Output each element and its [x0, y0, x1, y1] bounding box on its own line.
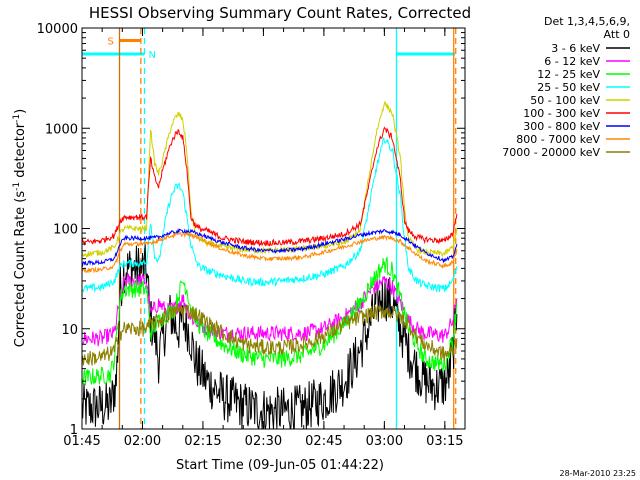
x-tick-label: 02:45	[305, 434, 342, 449]
legend-entry-label: 3 - 6 keV	[551, 42, 600, 55]
y-axis-label-end: )	[13, 109, 28, 114]
chart-title: HESSI Observing Summary Count Rates, Cor…	[89, 4, 471, 22]
y-axis: 1 10 100 1000 10000	[37, 22, 465, 438]
legend-entry-label: 12 - 25 keV	[537, 68, 600, 81]
flag-bar-label: S	[107, 37, 113, 48]
y-axis-label: Corrected Count Rate (s-1 detector-1)	[12, 109, 28, 347]
legend-entry-label: 25 - 50 keV	[537, 81, 600, 94]
series-line	[82, 137, 458, 293]
legend-header-line1: Det 1,3,4,5,6,9,	[544, 15, 630, 28]
flag-bars: SN	[82, 37, 455, 61]
x-axis-label: Start Time (09-Jun-05 01:44:22)	[176, 458, 384, 473]
x-tick-label: 03:00	[366, 434, 403, 449]
data-series	[82, 101, 458, 429]
flag-bar-label: N	[148, 50, 155, 61]
legend-entry-label: 50 - 100 keV	[530, 94, 600, 107]
legend-entry-label: 300 - 800 keV	[523, 120, 600, 133]
x-tick-label: 02:15	[184, 434, 221, 449]
legend-header-line2: Att 0	[604, 28, 630, 41]
y-axis-label-sup2: -1	[12, 114, 22, 123]
y-tick-label: 10	[61, 323, 78, 338]
series-line	[82, 231, 458, 274]
y-axis-label-mid: detector	[13, 122, 28, 182]
series-line	[82, 227, 458, 268]
y-tick-label: 10000	[37, 22, 78, 37]
legend-entry-label: 6 - 12 keV	[544, 55, 600, 68]
y-axis-label-main: Corrected Count Rate (s	[13, 191, 28, 348]
series-line	[82, 302, 458, 366]
series-line	[82, 126, 458, 247]
series-line	[82, 243, 458, 429]
x-tick-label: 01:45	[63, 434, 100, 449]
series-line	[82, 273, 458, 347]
x-tick-label: 02:30	[245, 434, 282, 449]
series-line	[82, 256, 458, 386]
x-tick-label: 03:15	[426, 434, 463, 449]
y-tick-label: 100	[53, 223, 78, 238]
y-tick-label: 1000	[45, 122, 78, 137]
x-tick-label: 02:00	[124, 434, 161, 449]
y-axis-label-sup1: -1	[12, 182, 22, 191]
x-axis: 01:45 02:00 02:15 02:30 02:45 03:00 03:15	[63, 28, 466, 449]
legend-entry-label: 100 - 300 keV	[523, 107, 600, 120]
y-tick-label: 1	[70, 423, 78, 438]
legend-entry-label: 800 - 7000 keV	[516, 133, 600, 146]
series-line	[82, 101, 458, 259]
footer-timestamp: 28-Mar-2010 23:25	[560, 469, 637, 478]
legend-entry-label: 7000 - 20000 keV	[502, 146, 600, 159]
